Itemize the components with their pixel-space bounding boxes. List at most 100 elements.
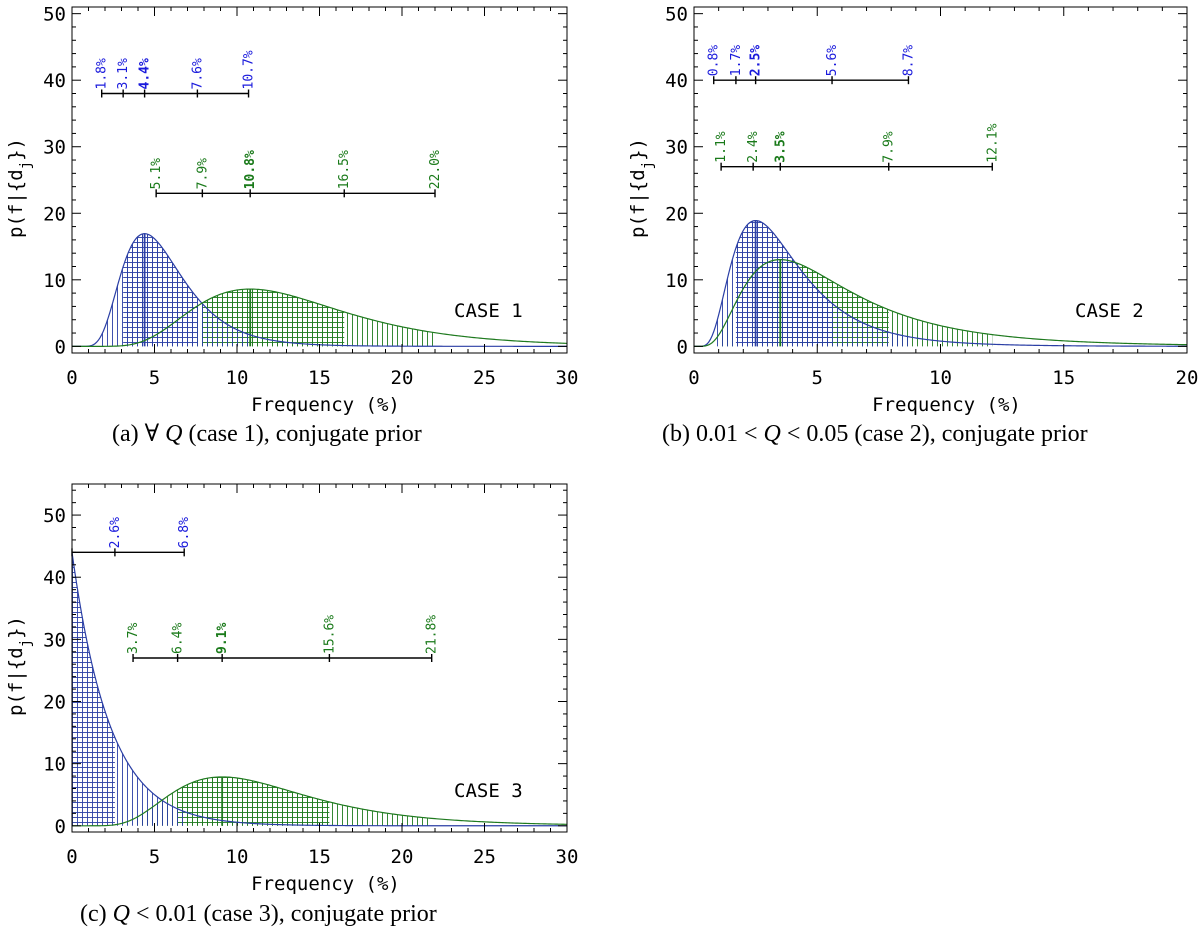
y-axis-label: p(f|{dj}): [5, 138, 34, 238]
green-interval-label: 9.1%: [215, 623, 230, 654]
y-tick-label: 40: [43, 70, 66, 92]
green-interval-label: 21.8%: [425, 615, 440, 654]
x-tick-label: 15: [308, 367, 331, 389]
blue-interval-label: 0.8%: [707, 45, 722, 76]
blue-interval-label: 2.5%: [749, 45, 764, 76]
x-tick-label: 20: [1176, 367, 1199, 389]
blue-68-interval: [123, 233, 198, 347]
blue-interval-label: 3.1%: [116, 58, 131, 89]
y-tick-label: 30: [43, 137, 66, 159]
x-tick-label: 10: [226, 367, 249, 389]
blue-interval-label: 1.7%: [729, 45, 744, 76]
panel-1: 0 5 10 15 20 25 30 0 10 20 30 40 50 Frequency (%) p(f|…: [5, 4, 578, 447]
green-interval-label: 10.8%: [243, 150, 258, 189]
caption-q: Q: [165, 421, 182, 447]
green-interval-label: 5.1%: [149, 158, 164, 189]
y-axis-label-subscript: j: [640, 161, 656, 169]
x-tick-label: 5: [149, 367, 160, 389]
y-axis-label-subscript: j: [18, 639, 34, 647]
green-interval-label: 22.0%: [428, 150, 443, 189]
x-tick-label: 5: [812, 367, 823, 389]
x-tick-label: 25: [473, 367, 496, 389]
caption-q: Q: [113, 901, 130, 927]
blue-interval-label: 2.6%: [108, 517, 123, 548]
case-label: CASE 2: [1075, 300, 1144, 322]
green-interval-label: 7.9%: [195, 158, 210, 189]
panel-caption: (b) 0.01 < Q < 0.05 (case 2), conjugate …: [662, 421, 1088, 447]
y-tick-label: 0: [55, 816, 66, 838]
y-axis-label-subscript: j: [18, 161, 34, 169]
case-label: CASE 3: [454, 780, 523, 802]
x-tick-label: 10: [929, 367, 952, 389]
y-tick-label: 50: [665, 4, 688, 26]
x-tick-label: 15: [1052, 367, 1075, 389]
blue-95-interval: [114, 737, 185, 826]
x-tick-label: 20: [391, 846, 414, 868]
y-tick-label: 30: [43, 629, 66, 651]
x-tick-label: 25: [473, 846, 496, 868]
caption-q: Q: [764, 421, 781, 447]
green-interval-label: 7.9%: [882, 131, 897, 162]
y-tick-label: 20: [43, 203, 66, 225]
x-tick-label: 15: [308, 846, 331, 868]
y-tick-label: 50: [43, 4, 66, 26]
panel-caption: (c) Q < 0.01 (case 3), conjugate prior: [80, 901, 437, 927]
x-tick-label: 10: [226, 846, 249, 868]
green-68-interval: [177, 776, 330, 826]
y-tick-label: 0: [677, 336, 688, 358]
y-tick-label: 10: [665, 270, 688, 292]
green-interval-label: 6.4%: [171, 623, 186, 654]
y-tick-label: 40: [665, 70, 688, 92]
y-tick-label: 40: [43, 567, 66, 589]
y-tick-label: 20: [43, 692, 66, 714]
green-interval-label: 3.7%: [126, 623, 141, 654]
caption-prefix: (a): [112, 421, 145, 447]
blue-interval-label: 6.8%: [177, 517, 192, 548]
caption-condition: ∀: [145, 421, 165, 447]
x-axis-label: Frequency (%): [872, 394, 1021, 416]
green-interval-label: 1.1%: [714, 131, 729, 162]
x-tick-label: 20: [391, 367, 414, 389]
green-interval-label: 12.1%: [985, 123, 1000, 162]
blue-68-interval: [735, 220, 833, 347]
y-tick-label: 50: [43, 505, 66, 527]
x-axis-label: Frequency (%): [251, 394, 400, 416]
blue-interval-label: 7.6%: [190, 58, 205, 89]
panel-3: 0 5 10 15 20 25 30 0 10 20 30 40 50 Frequency (%) p(f|…: [5, 483, 579, 927]
blue-interval-label: 4.4%: [138, 58, 153, 89]
x-tick-label: 5: [149, 846, 160, 868]
caption-suffix: < 0.01 (case 3), conjugate prior: [130, 901, 437, 927]
caption-prefix: (b): [662, 421, 696, 447]
blue-interval-label: 8.7%: [901, 45, 916, 76]
x-axis-label: Frequency (%): [251, 873, 400, 895]
y-axis-label: p(f|{dj}): [627, 138, 656, 238]
blue-interval-label: 1.8%: [95, 58, 110, 89]
x-tick-label: 0: [66, 846, 77, 868]
green-interval-label: 15.6%: [322, 615, 337, 654]
y-tick-label: 10: [43, 270, 66, 292]
y-axis-label: p(f|{dj}): [5, 616, 34, 716]
x-tick-label: 30: [556, 846, 579, 868]
x-tick-label: 0: [66, 367, 77, 389]
x-tick-label: 30: [556, 367, 579, 389]
y-tick-label: 0: [55, 336, 66, 358]
caption-suffix: (case 1), conjugate prior: [182, 421, 421, 447]
blue-posterior-curve: [694, 219, 1188, 347]
y-tick-label: 30: [665, 137, 688, 159]
x-tick-label: 0: [688, 367, 699, 389]
panel-2: 0 5 10 15 20 0 10 20 30 40 50 Frequency (%) p(f|{dj}…: [627, 4, 1198, 447]
green-posterior-curve: [694, 259, 1188, 347]
green-posterior-curve: [72, 288, 568, 347]
blue-interval-label: 5.6%: [825, 45, 840, 76]
green-interval-label: 2.4%: [746, 131, 761, 162]
caption-suffix: < 0.05 (case 2), conjugate prior: [781, 421, 1088, 447]
green-posterior-curve: [72, 776, 568, 827]
blue-interval-label: 10.7%: [242, 50, 257, 89]
caption-prefix: (c): [80, 901, 113, 927]
green-interval-label: 3.5%: [773, 131, 788, 162]
panel-caption: (a) ∀ Q (case 1), conjugate prior: [112, 421, 422, 447]
green-interval-label: 16.5%: [337, 150, 352, 189]
y-tick-label: 20: [665, 203, 688, 225]
